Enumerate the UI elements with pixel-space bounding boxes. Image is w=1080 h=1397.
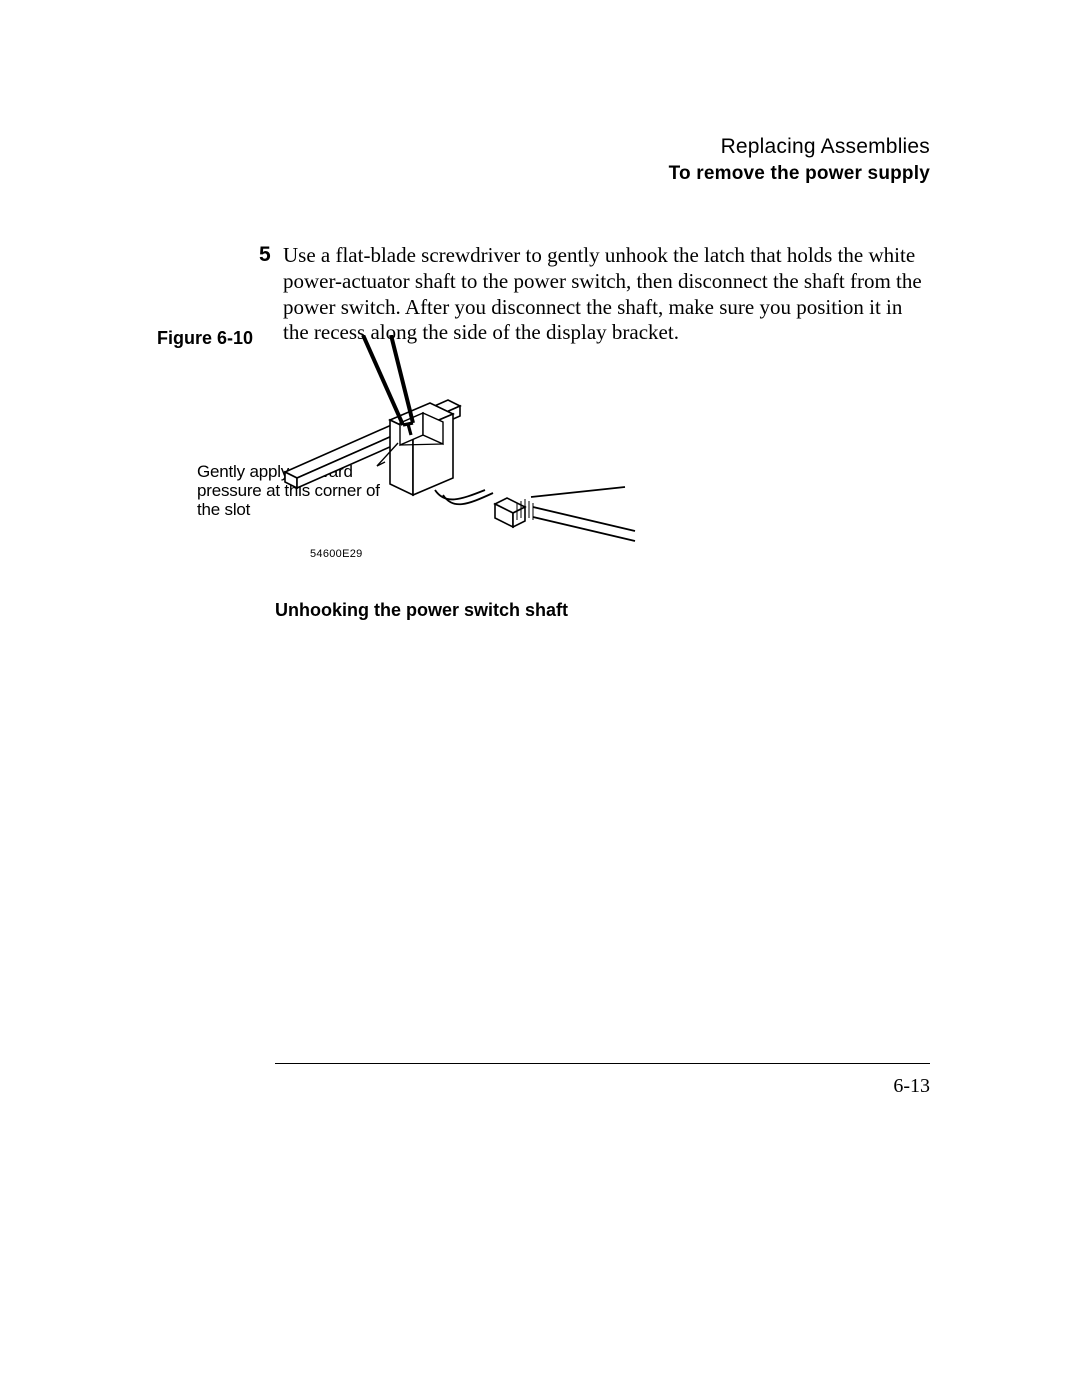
instruction-step: 5 Use a flat-blade screwdriver to gently…: [283, 243, 933, 346]
wire: [435, 490, 493, 504]
figure-diagram: [195, 335, 675, 595]
figure-caption: Unhooking the power switch shaft: [275, 600, 568, 621]
step-text: Use a flat-blade screwdriver to gently u…: [283, 243, 933, 346]
diagram-svg: [195, 335, 675, 595]
figure-refnum: 54600E29: [310, 548, 363, 560]
step-number: 5: [259, 243, 271, 267]
connector: [495, 487, 635, 541]
section-title: To remove the power supply: [669, 163, 930, 185]
page-header: Replacing Assemblies To remove the power…: [669, 135, 930, 185]
footer-rule: [275, 1063, 930, 1064]
page-number: 6-13: [893, 1075, 930, 1098]
chapter-title: Replacing Assemblies: [669, 135, 930, 159]
page: Replacing Assemblies To remove the power…: [0, 0, 1080, 1397]
